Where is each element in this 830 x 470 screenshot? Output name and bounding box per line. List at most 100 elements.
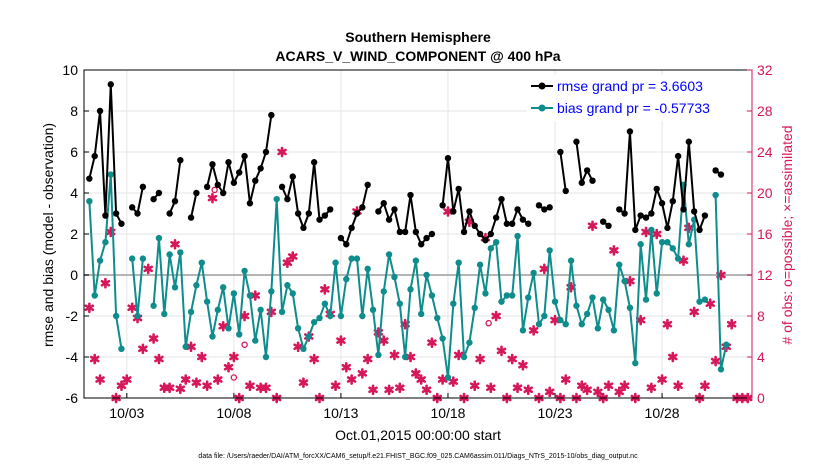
rmse-point bbox=[455, 185, 462, 193]
y2-tick-label: 0 bbox=[757, 390, 765, 406]
bias-point bbox=[391, 273, 398, 281]
rmse-point bbox=[262, 148, 270, 156]
rmse-point bbox=[305, 210, 313, 217]
rmse-point bbox=[444, 154, 452, 162]
obs-assimilated-marker bbox=[421, 384, 432, 396]
obs-assimilated-marker bbox=[277, 146, 287, 158]
obs-assimilated-marker bbox=[469, 380, 480, 392]
obs-assimilated-marker bbox=[202, 380, 212, 392]
rmse-point bbox=[680, 206, 687, 213]
bias-point bbox=[284, 282, 291, 289]
bias-point bbox=[444, 374, 452, 381]
bias-point bbox=[546, 247, 553, 254]
obs-assimilated-marker bbox=[673, 380, 683, 392]
bias-point bbox=[696, 298, 703, 305]
bias-point bbox=[385, 251, 393, 258]
rmse-point bbox=[391, 206, 398, 213]
bias-point bbox=[161, 310, 168, 318]
bias-point bbox=[209, 333, 216, 340]
rmse-point bbox=[541, 206, 548, 213]
bias-point bbox=[589, 294, 596, 301]
bias-point bbox=[343, 275, 350, 283]
rmse-point bbox=[209, 161, 216, 168]
x-axis-label: Oct.01,2015 00:00:00 start bbox=[335, 427, 501, 443]
bias-point bbox=[353, 255, 361, 262]
bias-point bbox=[669, 245, 676, 252]
obs-assimilated-marker bbox=[298, 377, 309, 388]
bias-point bbox=[664, 239, 671, 246]
obs-assimilated-marker bbox=[486, 382, 496, 394]
bias-point bbox=[562, 321, 569, 328]
rmse-point bbox=[294, 210, 302, 217]
bias-point bbox=[423, 271, 430, 279]
bias-point bbox=[460, 353, 468, 361]
bias-point bbox=[632, 359, 639, 367]
rmse-point bbox=[562, 187, 569, 195]
obs-assimilated-marker bbox=[186, 341, 196, 353]
legend: rmse grand pr = 3.6603 bias grand pr = -… bbox=[527, 75, 745, 121]
bias-point bbox=[348, 255, 355, 262]
bias-point bbox=[428, 292, 436, 299]
bias-point bbox=[112, 312, 120, 320]
rmse-point bbox=[396, 228, 404, 236]
obs-assimilated-marker bbox=[213, 374, 223, 385]
rmse-point bbox=[418, 241, 425, 248]
obs-assimilated-marker bbox=[95, 374, 105, 385]
bias-point bbox=[605, 306, 612, 314]
legend-bias-marker bbox=[538, 104, 546, 112]
bias-point bbox=[594, 325, 602, 332]
y-tick-label: 6 bbox=[70, 144, 78, 160]
rmse-point bbox=[519, 216, 527, 223]
bias-point bbox=[626, 304, 634, 311]
obs-assimilated-marker bbox=[84, 302, 95, 314]
obs-assimilated-marker bbox=[175, 383, 186, 395]
bias-point bbox=[182, 343, 189, 350]
rmse-point bbox=[225, 159, 232, 166]
bias-point bbox=[492, 239, 500, 246]
rmse-point bbox=[664, 224, 671, 232]
bias-point bbox=[241, 267, 248, 275]
rmse-point bbox=[203, 183, 211, 191]
bias-point bbox=[305, 333, 313, 340]
rmse-point bbox=[460, 228, 468, 236]
rmse-point bbox=[364, 181, 371, 188]
obs-assimilated-marker bbox=[384, 384, 394, 396]
rmse-point bbox=[214, 181, 222, 188]
legend-box bbox=[527, 75, 745, 121]
bias-point bbox=[300, 345, 307, 352]
obs-possible-marker bbox=[230, 374, 238, 381]
bias-point bbox=[476, 261, 484, 268]
rmse-point bbox=[289, 173, 296, 180]
rmse-point bbox=[685, 138, 693, 145]
bias-point bbox=[134, 312, 141, 320]
rmse-point bbox=[177, 157, 184, 164]
bias-point bbox=[150, 302, 157, 309]
series-line-segment bbox=[575, 141, 594, 184]
bias-point bbox=[648, 226, 655, 234]
bias-point bbox=[91, 292, 98, 299]
bias-point bbox=[519, 327, 527, 334]
bias-point bbox=[401, 353, 409, 361]
rmse-point bbox=[300, 224, 307, 232]
obs-assimilated-marker bbox=[411, 368, 421, 379]
obs-assimilated-marker bbox=[405, 351, 416, 363]
obs-assimilated-marker bbox=[309, 353, 319, 365]
rmse-point bbox=[701, 212, 709, 219]
obs-assimilated-marker bbox=[539, 263, 550, 275]
bias-point bbox=[455, 259, 462, 266]
bias-point bbox=[653, 290, 660, 297]
obs-assimilated-marker bbox=[668, 351, 678, 363]
rmse-point bbox=[241, 152, 248, 160]
obs-assimilated-marker bbox=[282, 257, 293, 269]
y-axis-label: rmse and bias (model - observation) bbox=[40, 123, 56, 347]
rmse-point bbox=[423, 234, 430, 242]
rmse-point bbox=[632, 226, 639, 234]
bias-point bbox=[412, 257, 420, 264]
obs-assimilated-marker bbox=[416, 374, 426, 385]
bias-point bbox=[203, 298, 211, 305]
obs-assimilated-marker bbox=[287, 251, 298, 262]
rmse-point bbox=[514, 206, 521, 213]
rmse-point bbox=[327, 206, 334, 213]
bias-point bbox=[327, 312, 334, 320]
obs-assimilated-marker bbox=[507, 353, 517, 365]
